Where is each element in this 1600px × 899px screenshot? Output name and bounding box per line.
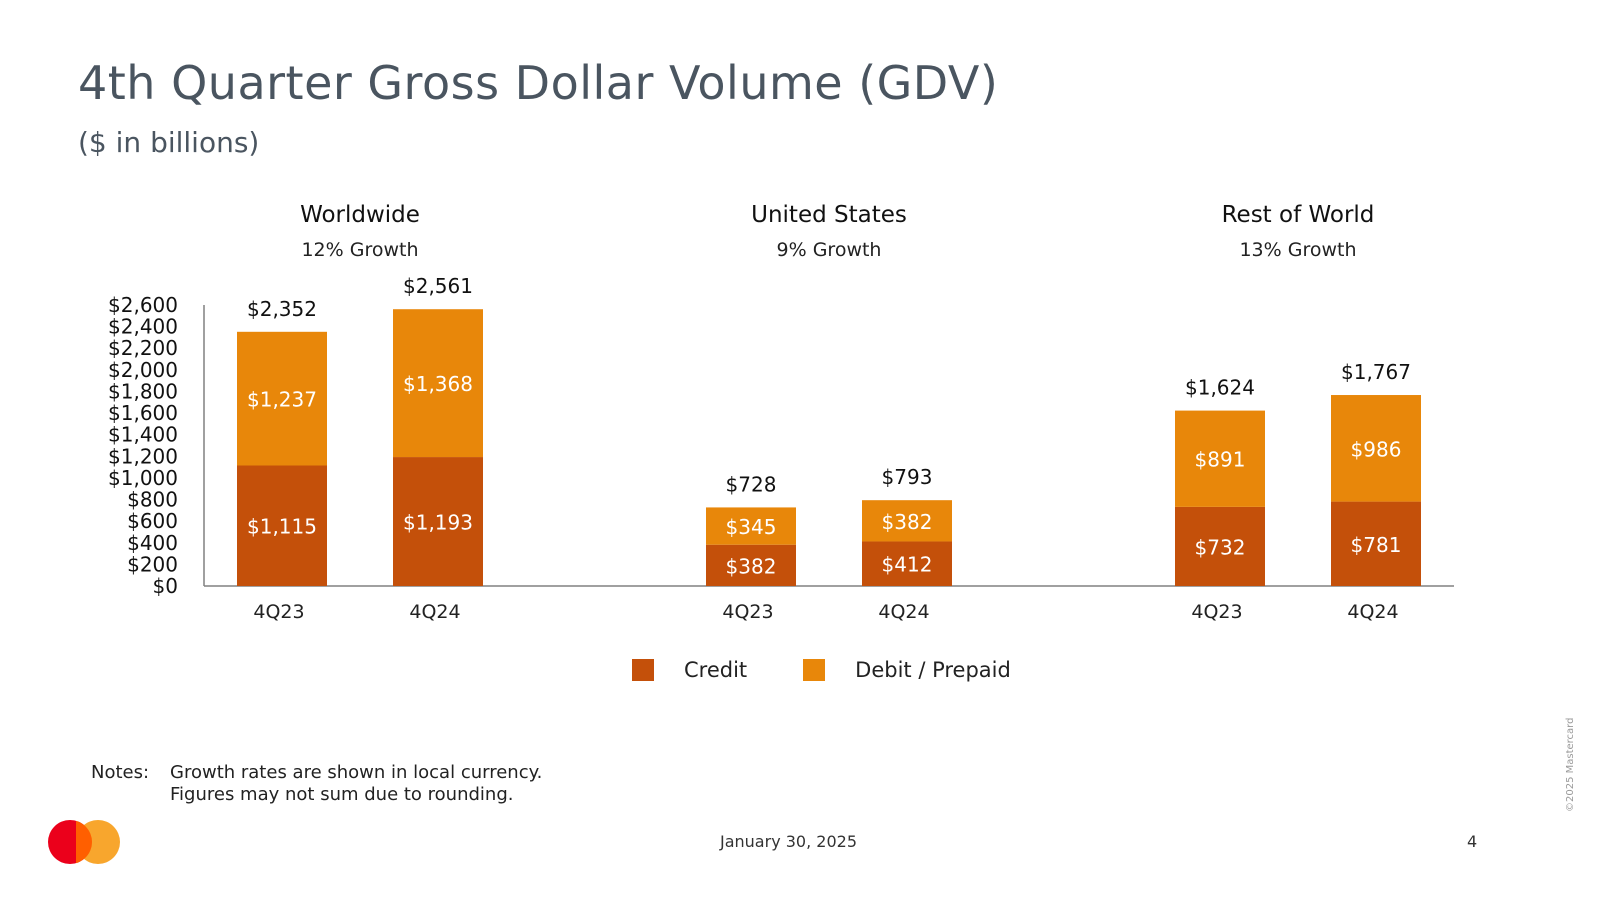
y-tick-label: $1,600 [108, 401, 178, 425]
slide-subtitle: ($ in billions) [78, 126, 260, 159]
x-tick-label: 4Q24 [878, 601, 929, 623]
legend-credit-swatch [632, 659, 654, 681]
copyright-text: ©2025 Mastercard [1565, 717, 1576, 812]
group-growth: 9% Growth [777, 239, 882, 261]
x-tick-label: 4Q23 [722, 601, 773, 623]
bar-debit [1175, 410, 1265, 507]
legend-debit-label: Debit / Prepaid [855, 658, 1011, 682]
bar-debit [237, 331, 327, 466]
bar-debit-label: $382 [882, 510, 933, 534]
bar-debit [393, 309, 483, 458]
footer-date: January 30, 2025 [720, 832, 857, 851]
bar-credit-label: $732 [1195, 535, 1246, 559]
bar-total-label: $1,624 [1185, 376, 1255, 400]
group-title: Rest of World [1222, 202, 1375, 228]
bar-total-label: $2,352 [247, 297, 317, 321]
y-tick-label: $200 [127, 552, 178, 576]
bar-credit-label: $382 [726, 554, 777, 578]
bar-credit-label: $781 [1351, 533, 1402, 557]
bar-credit [237, 465, 327, 586]
y-tick-label: $400 [127, 531, 178, 555]
bar-credit [1331, 501, 1421, 586]
bar-credit [862, 541, 952, 586]
y-tick-label: $2,200 [108, 336, 178, 360]
mastercard-logo [48, 820, 122, 864]
bar-debit-label: $1,368 [403, 372, 473, 396]
bar-debit-label: $891 [1195, 448, 1246, 472]
y-tick-label: $1,000 [108, 466, 178, 490]
bar-debit [1331, 395, 1421, 502]
x-tick-label: 4Q23 [253, 601, 304, 623]
x-tick-label: 4Q24 [1347, 601, 1398, 623]
bar-debit-label: $986 [1351, 437, 1402, 461]
bar-credit-label: $412 [882, 553, 933, 577]
bar-debit [706, 507, 796, 545]
y-tick-label: $600 [127, 509, 178, 533]
y-tick-label: $800 [127, 488, 178, 512]
y-tick-label: $1,400 [108, 423, 178, 447]
x-tick-label: 4Q23 [1191, 601, 1242, 623]
chart-legend: Credit Debit / Prepaid [632, 658, 1067, 682]
bar-total-label: $2,561 [403, 274, 473, 298]
y-tick-label: $2,000 [108, 358, 178, 382]
bar-total-label: $728 [726, 472, 777, 496]
notes-label: Notes: [91, 762, 150, 783]
legend-credit-label: Credit [684, 658, 748, 682]
legend-debit-swatch [803, 659, 826, 681]
y-tick-label: $1,800 [108, 379, 178, 403]
y-tick-label: $1,200 [108, 444, 178, 468]
page-number: 4 [1467, 832, 1478, 851]
group-growth: 12% Growth [301, 239, 418, 261]
bar-credit-label: $1,193 [403, 511, 473, 535]
group-title: United States [751, 202, 907, 228]
bar-credit [393, 457, 483, 586]
bar-credit [1175, 506, 1265, 586]
group-growth: 13% Growth [1239, 239, 1356, 261]
x-tick-label: 4Q24 [409, 601, 460, 623]
bar-credit [706, 544, 796, 586]
notes-line-1: Growth rates are shown in local currency… [170, 762, 543, 783]
y-tick-label: $2,600 [108, 293, 178, 317]
bar-debit-label: $345 [726, 515, 777, 539]
group-title: Worldwide [300, 202, 420, 228]
y-tick-label: $0 [153, 574, 178, 598]
notes-line-2: Figures may not sum due to rounding. [170, 784, 514, 805]
slide-title: 4th Quarter Gross Dollar Volume (GDV) [78, 56, 999, 110]
bar-debit-label: $1,237 [247, 388, 317, 412]
bar-credit-label: $1,115 [247, 515, 317, 539]
bar-total-label: $1,767 [1341, 360, 1411, 384]
bar-total-label: $793 [882, 465, 933, 489]
bar-debit [862, 500, 952, 542]
y-tick-label: $2,400 [108, 315, 178, 339]
